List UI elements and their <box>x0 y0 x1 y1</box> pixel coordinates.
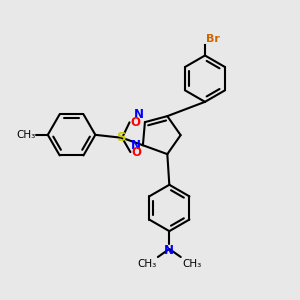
Text: CH₃: CH₃ <box>137 260 156 269</box>
Text: N: N <box>164 244 174 257</box>
Text: S: S <box>117 131 127 144</box>
Text: N: N <box>130 139 140 152</box>
Text: Br: Br <box>206 34 220 44</box>
Text: O: O <box>131 116 141 129</box>
Text: O: O <box>132 146 142 159</box>
Text: CH₃: CH₃ <box>182 260 202 269</box>
Text: CH₃: CH₃ <box>16 130 36 140</box>
Text: N: N <box>134 108 143 121</box>
